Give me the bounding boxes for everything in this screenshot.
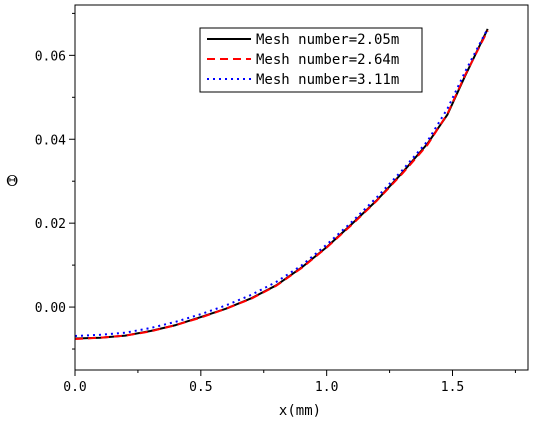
x-tick-label: 1.0 [315, 380, 338, 395]
plot-frame [74, 4, 529, 371]
x-tick-label: 0.0 [63, 380, 86, 395]
y-axis-label: Θ [6, 172, 18, 190]
series-lines [74, 28, 489, 340]
x-tick-label: 1.5 [441, 380, 464, 395]
series-line-1 [74, 30, 489, 340]
y-tick-label: 0.00 [35, 301, 66, 316]
y-tick-label: 0.04 [35, 133, 66, 148]
x-tick-labels: 0.0 0.5 1.0 1.5 [63, 380, 464, 395]
y-tick-label: 0.06 [35, 49, 66, 64]
legend-label-1: Mesh number=2.64m [256, 52, 399, 68]
y-tick-labels: 0.00 0.02 0.04 0.06 [35, 49, 66, 316]
x-axis-label: x(mm) [279, 403, 321, 419]
legend-label-2: Mesh number=3.11m [256, 72, 399, 88]
x-tick-label: 0.5 [189, 380, 212, 395]
legend-label-0: Mesh number=2.05m [256, 32, 399, 48]
y-tick-label: 0.02 [35, 217, 66, 232]
legend: Mesh number=2.05m Mesh number=2.64m Mesh… [199, 27, 423, 93]
